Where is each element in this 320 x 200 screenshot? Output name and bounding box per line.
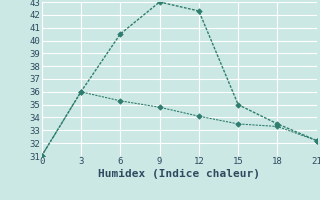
X-axis label: Humidex (Indice chaleur): Humidex (Indice chaleur) [98,169,260,179]
